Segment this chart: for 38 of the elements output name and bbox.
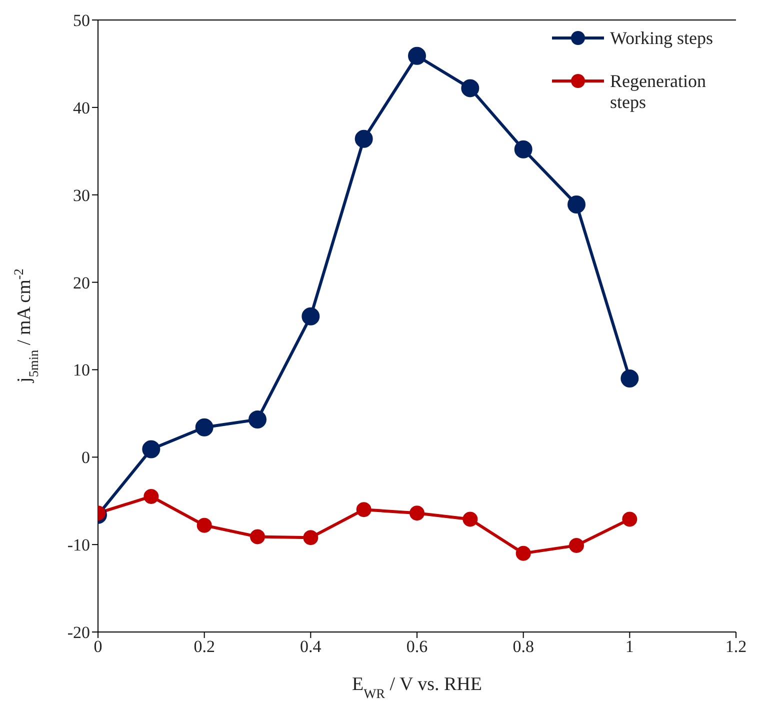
- point: [569, 538, 584, 553]
- legend-label: Working steps: [610, 28, 714, 49]
- y-tick-label: 40: [73, 98, 90, 118]
- point: [461, 79, 480, 98]
- x-axis-title: E$_{WR}$ / V vs. RHE: [352, 674, 482, 700]
- x-tick-label: 0.2: [194, 637, 215, 656]
- point: [195, 418, 214, 436]
- point: [516, 546, 531, 561]
- y-tick-label: 50: [73, 11, 90, 30]
- x-tick-label: 0: [94, 637, 102, 656]
- point: [462, 512, 478, 527]
- y-tick-label: 0: [82, 448, 90, 468]
- point: [302, 307, 320, 326]
- point: [356, 502, 372, 518]
- point: [144, 488, 159, 504]
- y-tick-label: 30: [73, 186, 90, 205]
- point: [196, 518, 212, 533]
- point: [568, 195, 586, 214]
- point: [622, 512, 638, 527]
- legend-label: Regeneration steps: [610, 71, 707, 113]
- x-tick-label: 0.4: [300, 637, 322, 656]
- point: [408, 46, 426, 65]
- point: [248, 410, 266, 429]
- x-tick-label: 1: [625, 637, 634, 656]
- point: [514, 140, 532, 158]
- point: [410, 506, 424, 521]
- y-tick-label: -20: [67, 623, 90, 642]
- y-tick-label: 10: [73, 360, 90, 380]
- point: [620, 369, 639, 388]
- y-tick-label: -10: [67, 536, 90, 555]
- point: [354, 130, 373, 148]
- x-tick-label: 1.2: [725, 637, 747, 656]
- x-tick-label: 0.6: [406, 637, 428, 656]
- point: [303, 530, 318, 546]
- point: [142, 440, 160, 458]
- point: [250, 529, 265, 544]
- y-tick-label: 20: [73, 273, 90, 292]
- x-tick-label: 0.8: [512, 637, 534, 656]
